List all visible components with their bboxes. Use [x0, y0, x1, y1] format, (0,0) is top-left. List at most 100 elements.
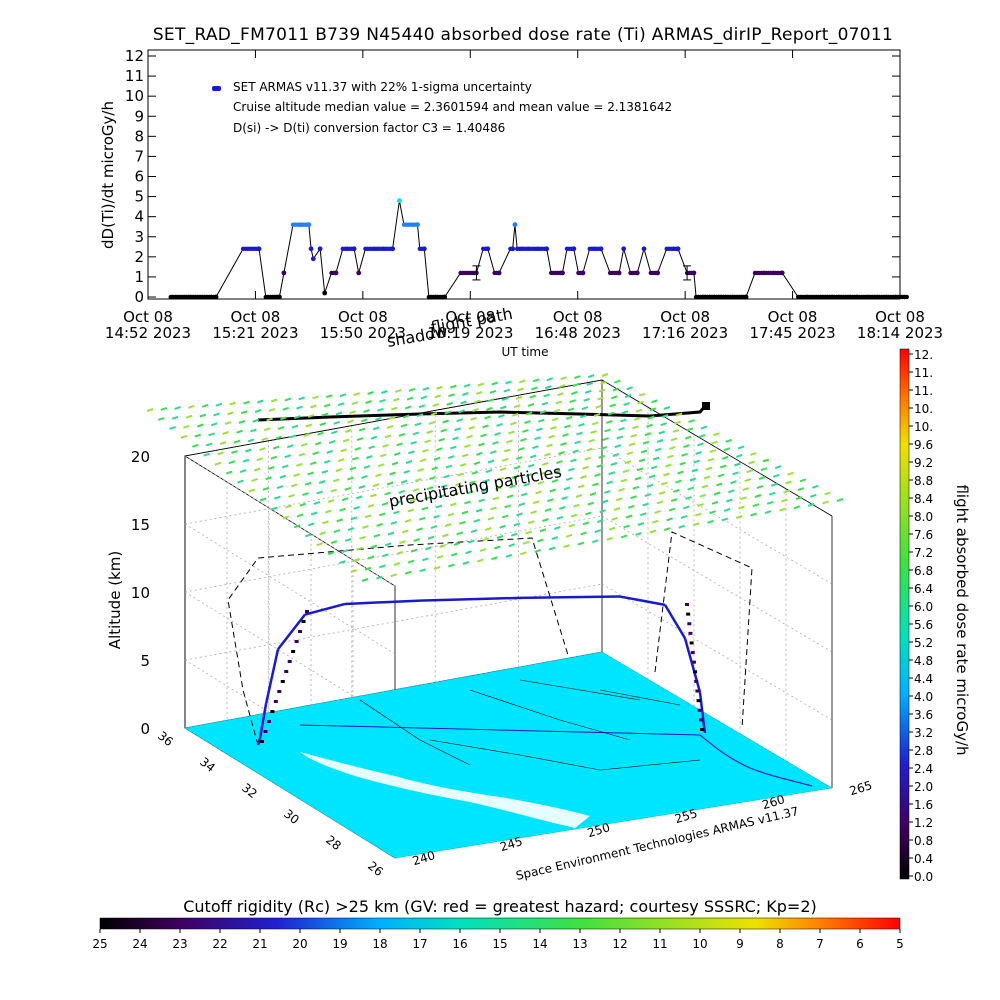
particle-mark	[700, 425, 708, 430]
particle-mark	[649, 407, 657, 412]
particle-mark	[537, 538, 544, 543]
particle-mark	[169, 425, 176, 430]
particle-mark	[443, 474, 450, 479]
particle-mark	[442, 419, 450, 424]
particle-mark	[405, 460, 413, 464]
particle-mark	[725, 438, 733, 443]
particle-mark	[556, 460, 563, 465]
particle-mark	[501, 514, 509, 519]
ascent-marker	[260, 740, 264, 743]
data-point	[415, 222, 420, 228]
particle-mark	[770, 482, 778, 487]
flight-profile-segment	[256, 737, 262, 746]
particle-mark	[456, 418, 464, 423]
ascent-marker	[294, 640, 299, 643]
x-tick-label: 17:45 2023	[749, 324, 835, 342]
particle-mark	[438, 494, 446, 499]
particle-mark	[668, 445, 676, 450]
rc-colorbar-tick-label: 21	[252, 937, 267, 951]
particle-mark	[228, 460, 236, 465]
particle-mark	[157, 416, 165, 421]
particle-mark	[632, 485, 640, 490]
data-point	[306, 222, 312, 228]
particle-mark	[584, 389, 592, 394]
flight-profile-segment	[419, 596, 521, 602]
particle-mark	[707, 519, 714, 524]
particle-mark	[330, 488, 338, 493]
particle-mark	[735, 515, 743, 519]
particle-mark	[723, 447, 731, 452]
particle-mark	[400, 479, 408, 484]
particle-mark	[493, 545, 501, 550]
particle-mark	[422, 386, 430, 391]
particle-mark	[452, 436, 459, 441]
particle-mark	[426, 486, 434, 491]
particle-mark	[470, 416, 477, 421]
particle-mark	[568, 523, 576, 528]
particle-mark	[307, 522, 315, 527]
particle-mark	[188, 404, 195, 409]
particle-mark	[174, 405, 181, 410]
particle-mark	[436, 447, 443, 452]
particle-mark	[160, 406, 168, 411]
particle-mark	[577, 484, 585, 489]
data-point	[277, 294, 282, 300]
particle-mark	[836, 498, 844, 502]
particle-mark	[646, 483, 654, 488]
particle-mark	[185, 414, 193, 419]
particle-mark	[608, 471, 616, 476]
particle-mark	[458, 409, 465, 414]
particle-mark	[391, 461, 399, 466]
top-plane-edge	[601, 379, 833, 517]
data-point	[317, 246, 323, 252]
dose-colorbar-tick-label: 5.6	[914, 618, 933, 632]
x-tick-label: Oct 08	[875, 308, 925, 326]
z-grid-line	[184, 455, 396, 587]
dose-colorbar-tick-label: 4.0	[914, 690, 933, 704]
ascent-marker	[284, 670, 289, 673]
particle-mark	[438, 437, 445, 442]
particle-mark	[418, 404, 426, 409]
particle-mark	[471, 470, 479, 475]
particle-mark	[298, 396, 306, 401]
particle-mark	[683, 444, 690, 449]
rc-colorbar-tick-label: 12	[612, 937, 627, 951]
particle-mark	[291, 424, 299, 429]
particle-mark	[588, 438, 595, 443]
rc-colorbar-tick-label: 24	[132, 937, 147, 951]
rc-colorbar-tick-label: 22	[212, 937, 227, 951]
dose-colorbar-tick-label: 11.	[914, 384, 933, 398]
particle-mark	[367, 503, 375, 508]
particle-mark	[582, 465, 589, 470]
particle-mark	[787, 471, 794, 476]
data-point	[333, 270, 339, 276]
particle-mark	[570, 513, 578, 518]
dose-rate-colorbar-ticks: 0.0 0.4 0.8 1.2 1.6 2.0 2.4 2.8 3.2 3.6 4.0 4.4 4.8 5…	[909, 348, 933, 884]
ascent-marker	[298, 630, 303, 633]
particle-mark	[285, 504, 292, 509]
y-tick-label: 3	[134, 228, 144, 246]
particle-mark	[579, 414, 587, 419]
particle-mark	[663, 527, 671, 532]
dose-colorbar-tick-label: 2.8	[914, 744, 933, 758]
particle-mark	[347, 476, 354, 481]
flight-profile-3d	[256, 595, 707, 746]
data-point	[442, 294, 448, 300]
particle-mark	[687, 486, 695, 491]
particle-mark	[467, 539, 475, 544]
particle-mark	[562, 433, 569, 438]
particle-mark	[595, 404, 603, 409]
particle-mark	[480, 488, 488, 493]
particle-mark	[486, 406, 493, 411]
particle-mark	[654, 509, 661, 514]
particle-mark	[219, 441, 227, 446]
particle-mark	[660, 422, 667, 427]
flight-profile-segment	[698, 692, 706, 727]
particle-mark	[239, 469, 247, 474]
particle-mark	[701, 484, 709, 489]
particle-mark	[675, 479, 682, 484]
particle-mark	[466, 434, 473, 439]
particle-mark	[288, 493, 295, 498]
rc-colorbar-tick-label: 8	[776, 937, 784, 951]
particle-mark	[449, 384, 457, 389]
